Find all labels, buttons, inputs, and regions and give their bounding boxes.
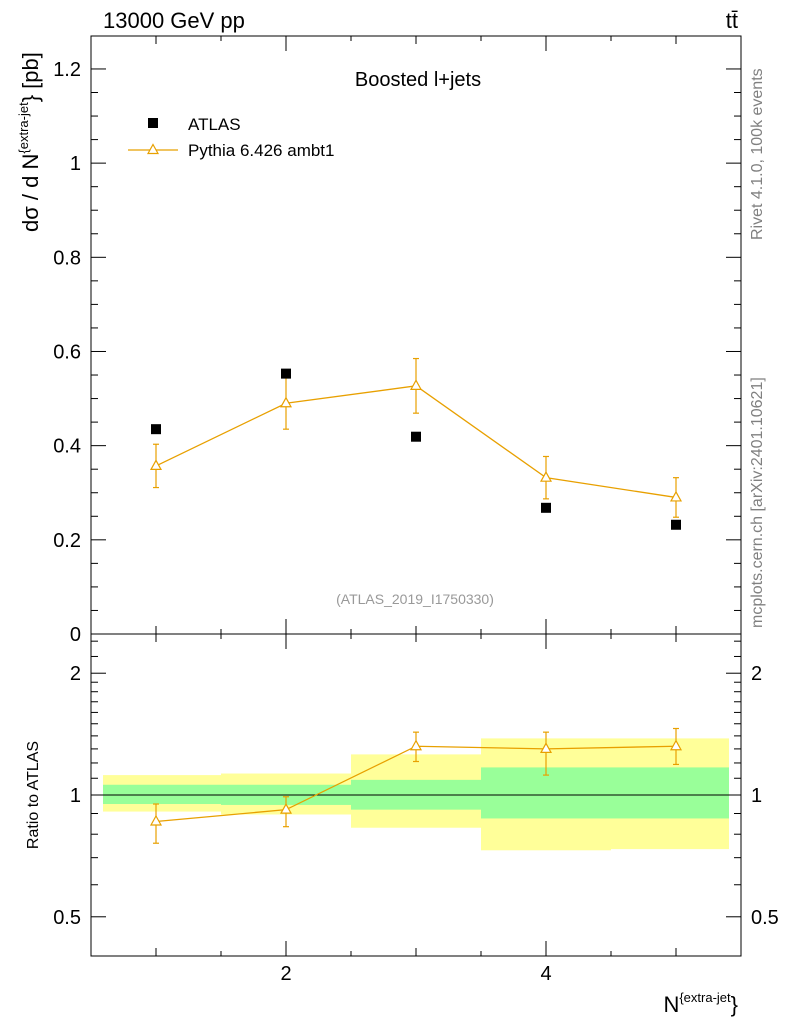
y-tick-label: 0.4 bbox=[53, 436, 81, 458]
ratio-y-tick-label-right: 2 bbox=[751, 663, 762, 685]
main-x-ticks bbox=[90, 36, 742, 634]
ratio-y-tick-label-right: 1 bbox=[751, 785, 762, 807]
legend-atlas-marker bbox=[148, 118, 158, 128]
x-tick-label: 2 bbox=[280, 963, 291, 985]
ratio-y-tick-label: 1 bbox=[70, 785, 81, 807]
legend: ATLAS Pythia 6.426 ambt1 bbox=[128, 115, 334, 160]
ratio-pythia-point bbox=[409, 739, 423, 751]
analysis-label: (ATLAS_2019_I1750330) bbox=[336, 591, 494, 607]
pythia-series bbox=[149, 357, 683, 518]
y-tick-label: 1 bbox=[70, 153, 81, 175]
ratio-y-axis-label: Ratio to ATLAS bbox=[25, 741, 42, 849]
process-label: tt̄ bbox=[726, 8, 738, 33]
mcplots-label: mcplots.cern.ch [arXiv:2401.10621] bbox=[749, 377, 766, 628]
pythia-point bbox=[539, 470, 553, 482]
rivet-version-label: Rivet 4.1.0, 100k events bbox=[749, 68, 766, 240]
pythia-point bbox=[669, 490, 683, 502]
y-tick-label: 1.2 bbox=[53, 59, 81, 81]
atlas-point bbox=[151, 424, 161, 435]
ratio-pythia-point bbox=[539, 742, 553, 753]
pythia-point bbox=[279, 396, 293, 408]
ratio-pythia-point bbox=[149, 814, 163, 826]
legend-pythia-label: Pythia 6.426 ambt1 bbox=[188, 141, 334, 160]
atlas-point bbox=[541, 502, 551, 513]
ratio-inner-band bbox=[481, 767, 611, 819]
atlas-point bbox=[281, 368, 291, 379]
x-axis-label: N{extra-jet} bbox=[663, 990, 738, 1017]
ratio-bands bbox=[103, 738, 729, 851]
main-y-ticks: 0 0.2 0.4 0.6 0.8 1 1.2 bbox=[53, 59, 741, 646]
y-tick-label: 0.6 bbox=[53, 341, 81, 363]
ratio-y-tick-label: 0.5 bbox=[53, 907, 81, 929]
ratio-y-tick-label-right: 0.5 bbox=[751, 907, 779, 929]
ratio-pythia-point bbox=[669, 739, 683, 751]
x-tick-label: 4 bbox=[540, 963, 551, 985]
main-panel: 0 0.2 0.4 0.6 0.8 1 1.2 Boosted l+jets (ATLAS_… bbox=[16, 35, 742, 646]
ratio-inner-band bbox=[611, 767, 729, 819]
atlas-point bbox=[411, 431, 421, 442]
pythia-point bbox=[409, 379, 423, 390]
legend-pythia-marker bbox=[146, 143, 160, 155]
y-tick-label: 0.8 bbox=[53, 247, 81, 269]
energy-label: 13000 GeV pp bbox=[103, 8, 245, 33]
pythia-point bbox=[149, 459, 163, 471]
chart-title: Boosted l+jets bbox=[355, 69, 481, 91]
ratio-pythia-series bbox=[149, 727, 683, 844]
ratio-pythia-point bbox=[279, 802, 293, 814]
y-tick-label: 0.2 bbox=[53, 530, 81, 552]
atlas-point bbox=[671, 519, 681, 530]
main-y-axis-label: dσ / d N{extra-jet} [pb] bbox=[16, 52, 43, 232]
atlas-series bbox=[151, 368, 681, 530]
legend-atlas-label: ATLAS bbox=[188, 115, 241, 134]
y-tick-label: 0 bbox=[70, 624, 81, 646]
ratio-inner-band bbox=[103, 784, 221, 805]
ratio-y-tick-label: 2 bbox=[70, 663, 81, 685]
